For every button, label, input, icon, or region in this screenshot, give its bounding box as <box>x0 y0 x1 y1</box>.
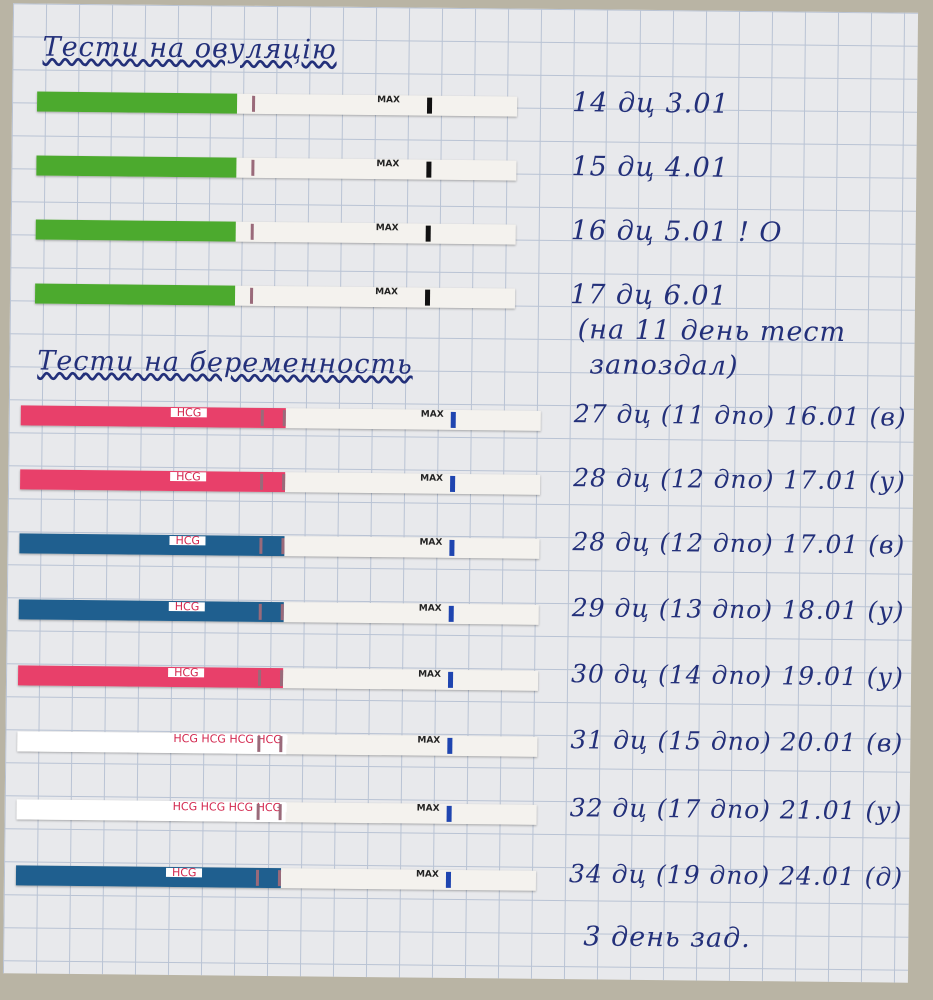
pregnancy-test-strip: HCG MAX <box>17 665 539 691</box>
note-line-1: (на 11 день тест <box>577 314 847 349</box>
pregnancy-test-strip: HCG MAX <box>15 865 537 891</box>
control-line <box>278 804 282 821</box>
ovulation-test-strip: MAX <box>36 91 518 117</box>
test-line <box>258 603 262 620</box>
max-bar <box>447 737 453 754</box>
test-line <box>259 537 263 554</box>
brand-label: HCG HCG HCG HCG <box>167 732 288 746</box>
max-bar <box>447 671 454 688</box>
ovulation-test-strip: MAX <box>36 155 517 181</box>
max-marker: MAX <box>420 473 444 484</box>
max-marker: MAX <box>418 603 442 614</box>
max-bar <box>449 539 455 556</box>
ovulation-row-label: 16 дц 5.01 ! О <box>570 215 783 249</box>
test-line <box>260 409 264 426</box>
footnote: 3 день зад. <box>583 921 751 955</box>
brand-label: HCG <box>169 534 207 547</box>
strip-handle <box>36 91 238 114</box>
max-bar <box>426 161 432 178</box>
pregnancy-test-strip: HCG HCG HCG HCG MAX <box>17 731 538 757</box>
strip-handle <box>20 405 286 429</box>
strip-handle <box>36 155 237 178</box>
ovulation-test-strip: MAX <box>35 219 516 245</box>
brand-label: HCG <box>168 666 205 679</box>
pregnancy-row-label: 31 дц (15 дпо) 20.01 (в) <box>570 725 904 758</box>
control-line <box>251 159 255 176</box>
control-line <box>277 870 282 887</box>
control-line <box>279 736 283 753</box>
note-line-2: запоздал) <box>589 349 739 382</box>
pregnancy-test-strip: HCG MAX <box>18 599 539 625</box>
strip-handle <box>35 219 236 242</box>
max-bar <box>446 805 452 822</box>
max-marker: MAX <box>418 669 442 680</box>
test-line <box>257 669 262 686</box>
max-marker: MAX <box>415 869 439 880</box>
test-line <box>255 869 260 886</box>
control-line <box>281 538 285 555</box>
test-line <box>257 735 261 752</box>
strip-handle <box>34 283 236 306</box>
pregnancy-row-label: 28 дц (12 дпо) 17.01 (в) <box>572 527 906 560</box>
max-bar <box>448 605 454 622</box>
pregnancy-row-label: 30 дц (14 дпо) 19.01 (у) <box>570 659 904 692</box>
max-marker: MAX <box>375 287 399 298</box>
brand-label: HCG HCG HCG HCG <box>166 800 288 814</box>
ovulation-row-label: 15 дц 4.01 <box>571 151 730 184</box>
strip-handle <box>19 533 285 557</box>
pregnancy-title: Тести на беременность <box>37 345 413 381</box>
control-line <box>250 223 254 240</box>
pregnancy-row-label: 29 дц (13 дпо) 18.01 (у) <box>571 593 905 626</box>
ovulation-test-strip: MAX <box>34 283 516 309</box>
notebook-page: Тести на овуляцію MAX 14 дц 3.01 MAX 15 … <box>2 3 919 983</box>
max-marker: MAX <box>377 95 401 106</box>
max-marker: MAX <box>416 803 440 814</box>
control-line <box>282 410 286 427</box>
brand-label: HCG <box>170 470 207 483</box>
control-line <box>280 604 284 621</box>
strip-handle <box>15 865 282 889</box>
max-marker: MAX <box>417 735 441 746</box>
pregnancy-test-strip: HCG HCG HCG HCG MAX <box>16 799 537 825</box>
control-line <box>251 95 256 112</box>
max-bar <box>425 225 431 242</box>
strip-handle <box>20 469 286 493</box>
max-bar <box>450 411 456 428</box>
max-marker: MAX <box>420 409 444 420</box>
ovulation-row-label: 17 дц 6.01 <box>569 279 728 312</box>
max-marker: MAX <box>375 223 399 234</box>
ovulation-row-label: 14 дц 3.01 <box>571 87 730 120</box>
max-marker: MAX <box>419 537 443 548</box>
max-bar <box>445 871 452 888</box>
brand-label: HCG <box>168 600 206 613</box>
max-bar <box>426 97 433 114</box>
strip-handle <box>17 665 284 689</box>
test-line <box>260 473 264 490</box>
control-line <box>282 474 286 491</box>
control-line <box>279 670 284 687</box>
strip-handle <box>18 599 284 623</box>
max-bar <box>424 289 431 306</box>
pregnancy-test-strip: HCG MAX <box>20 469 541 495</box>
pregnancy-row-label: 27 дц (11 дпо) 16.01 (в) <box>573 399 907 432</box>
test-line <box>256 803 260 820</box>
ovulation-title: Тести на овуляцію <box>42 31 337 66</box>
pregnancy-test-strip: HCG MAX <box>20 405 541 431</box>
control-line <box>249 287 254 304</box>
max-marker: MAX <box>376 159 400 170</box>
pregnancy-test-strip: HCG MAX <box>19 533 540 559</box>
brand-label: HCG <box>165 866 203 879</box>
pregnancy-row-label: 34 дц (19 дпо) 24.01 (д) <box>568 859 904 892</box>
max-bar <box>450 475 456 492</box>
pregnancy-row-label: 28 дц (12 дпо) 17.01 (у) <box>573 463 907 496</box>
brand-label: HCG <box>170 406 208 419</box>
pregnancy-row-label: 32 дц (17 дпо) 21.01 (у) <box>569 793 903 826</box>
